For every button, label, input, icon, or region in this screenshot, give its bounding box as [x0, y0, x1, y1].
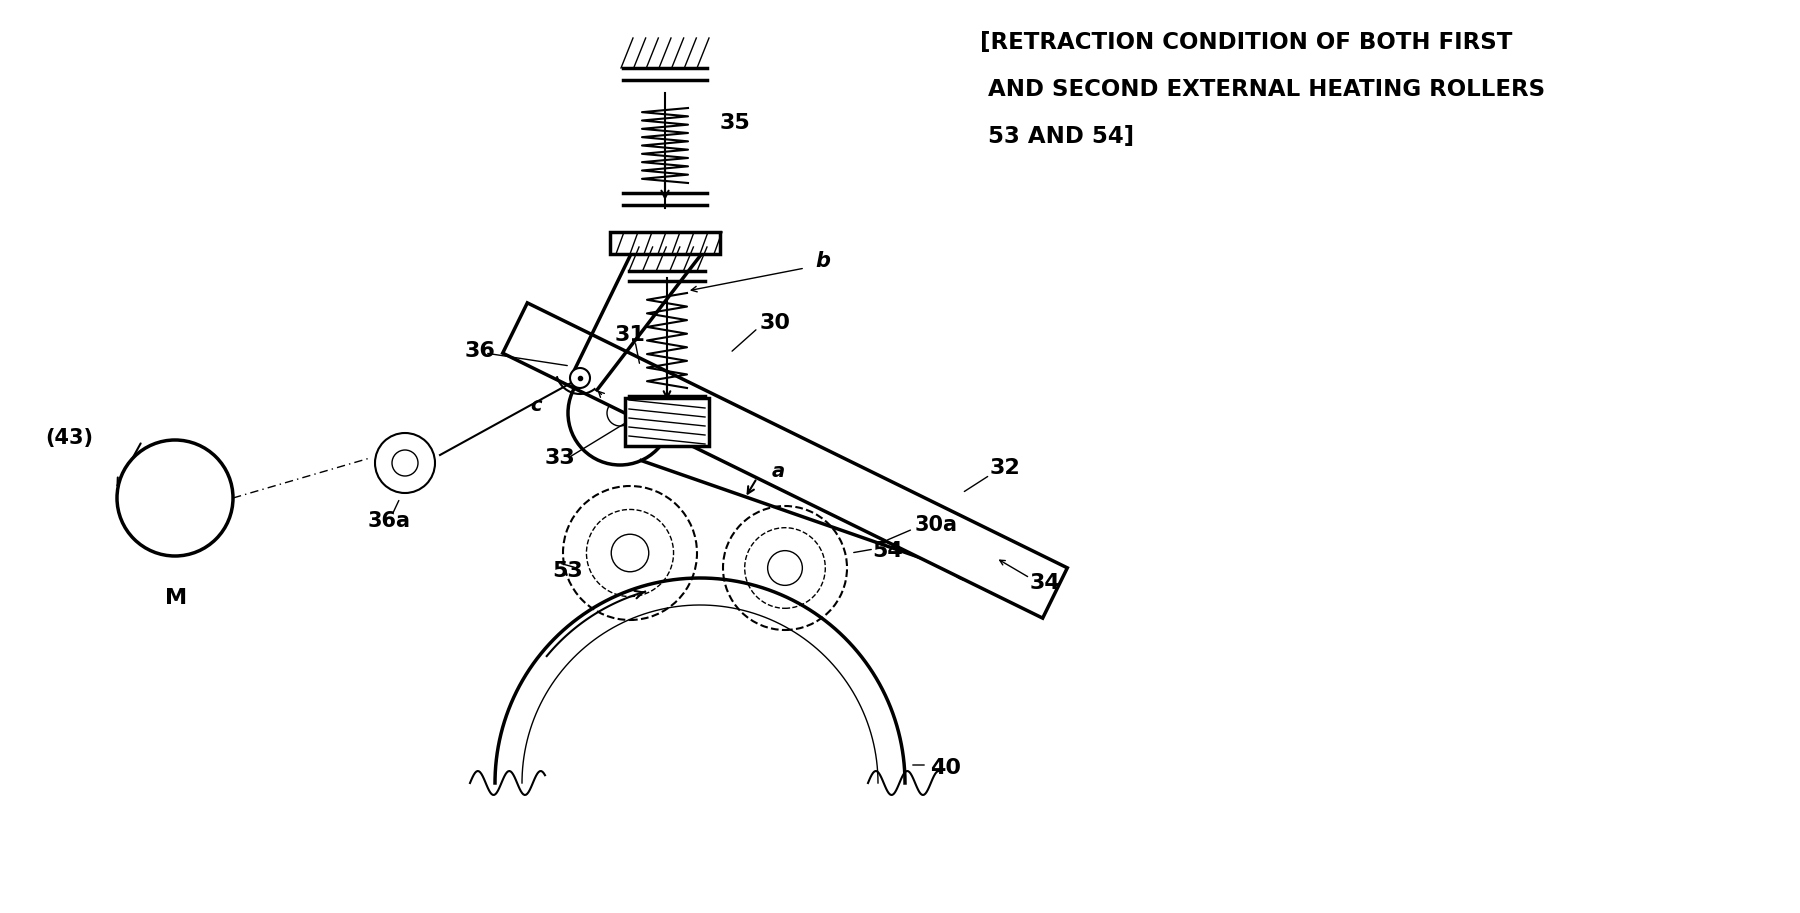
- Text: [RETRACTION CONDITION OF BOTH FIRST: [RETRACTION CONDITION OF BOTH FIRST: [979, 31, 1512, 54]
- Text: 34: 34: [1030, 573, 1060, 593]
- Text: c: c: [529, 395, 542, 415]
- Text: a: a: [772, 461, 785, 480]
- Text: 33: 33: [545, 448, 576, 468]
- Text: 35: 35: [720, 113, 751, 133]
- Text: 53: 53: [553, 561, 583, 581]
- Text: M: M: [166, 588, 187, 608]
- Polygon shape: [502, 303, 1067, 618]
- Text: 32: 32: [990, 458, 1021, 478]
- Circle shape: [374, 433, 436, 493]
- Text: 30a: 30a: [914, 515, 958, 535]
- Circle shape: [571, 368, 590, 388]
- Text: 53 AND 54]: 53 AND 54]: [979, 125, 1134, 148]
- Text: 40: 40: [931, 758, 961, 778]
- Text: 36: 36: [464, 341, 495, 361]
- Text: 30: 30: [760, 313, 790, 333]
- Bar: [625, 398, 709, 446]
- Text: 54: 54: [871, 541, 904, 561]
- Circle shape: [117, 440, 232, 556]
- Text: AND SECOND EXTERNAL HEATING ROLLERS: AND SECOND EXTERNAL HEATING ROLLERS: [979, 78, 1544, 101]
- Text: 31: 31: [616, 325, 646, 345]
- Bar: [610, 232, 720, 254]
- Text: b: b: [815, 251, 830, 271]
- Text: 36a: 36a: [367, 511, 410, 531]
- Text: (43): (43): [45, 428, 94, 448]
